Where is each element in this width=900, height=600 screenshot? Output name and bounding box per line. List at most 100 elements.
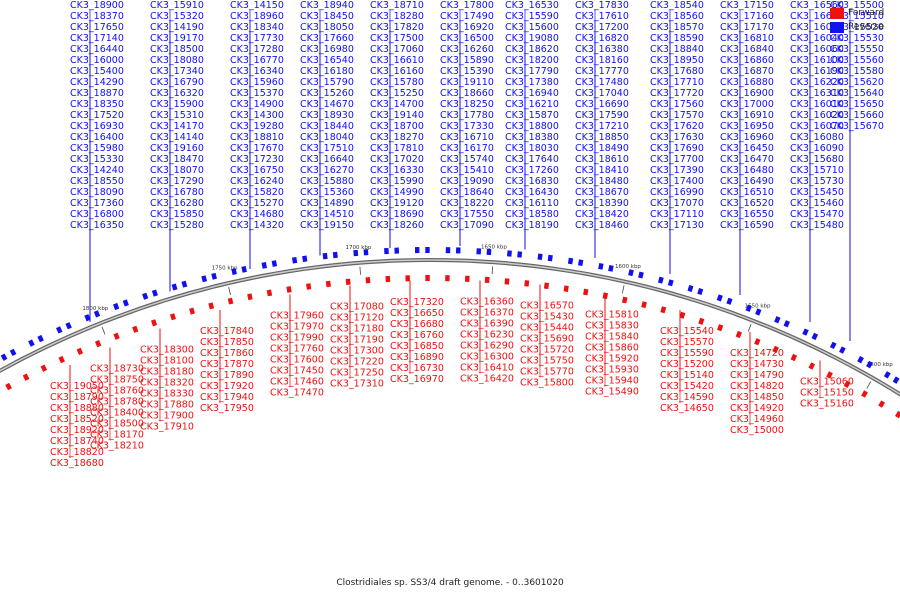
forward-gene-label: CK3_17860 [200,348,254,359]
forward-gene-label: CK3_18920 [50,425,104,436]
forward-gene-glyph [94,340,102,348]
reverse-gene-glyph [302,255,308,263]
reverse-gene-label: CK3_17070 [650,198,704,209]
reverse-gene-label: CK3_17020 [370,154,424,165]
reverse-gene-label: CK3_18380 [505,132,559,143]
forward-gene-glyph [543,282,550,290]
reverse-gene-label: CK3_16000 [70,55,124,66]
forward-gene-glyph [345,278,351,286]
reverse-gene-label: CK3_15870 [505,110,559,121]
reverse-gene-label: CK3_15780 [370,77,424,88]
forward-gene-label: CK3_15430 [520,312,574,323]
reverse-gene-glyph [506,250,512,257]
forward-gene-label: CK3_15160 [800,399,854,410]
reverse-gene-glyph [517,251,523,258]
reverse-gene-label: CK3_16640 [300,154,354,165]
reverse-gene-glyph [142,292,149,300]
reverse-gene-label: CK3_16010 [790,99,844,110]
reverse-gene-glyph [65,322,72,330]
reverse-gene-label: CK3_16030 [790,22,844,33]
reverse-gene-glyph [353,249,359,257]
reverse-gene-label: CK3_17720 [650,88,704,99]
reverse-gene-label: CK3_18580 [505,209,559,220]
reverse-gene-label: CK3_18960 [230,11,284,22]
reverse-gene-label: CK3_17490 [440,11,494,22]
reverse-gene-label: CK3_15710 [790,165,844,176]
reverse-gene-label: CK3_18690 [370,209,424,220]
forward-gene-label: CK3_17900 [140,411,194,422]
reverse-gene-label: CK3_15660 [830,110,884,121]
forward-gene-glyph [808,362,816,370]
reverse-gene-label: CK3_17510 [300,143,354,154]
reverse-gene-label: CK3_18030 [505,143,559,154]
reverse-gene-label: CK3_15620 [830,77,884,88]
reverse-gene-label: CK3_17140 [70,33,124,44]
reverse-gene-label: CK3_14510 [300,209,354,220]
reverse-gene-label: CK3_17520 [70,110,124,121]
forward-gene-label: CK3_15720 [520,345,574,356]
forward-gene-glyph [169,313,176,321]
reverse-gene-label: CK3_17090 [440,220,494,231]
forward-gene-glyph [385,275,391,283]
reverse-gene-label: CK3_17630 [650,132,704,143]
backbone-highlight [0,259,900,396]
reverse-gene-label: CK3_17810 [370,143,424,154]
reverse-gene-glyph [0,353,8,361]
forward-gene-label: CK3_14920 [730,403,784,414]
reverse-gene-label: CK3_17620 [650,121,704,132]
reverse-gene-label: CK3_17150 [720,0,774,11]
reverse-gene-label: CK3_18950 [650,55,704,66]
forward-gene-label: CK3_17910 [140,422,194,433]
forward-gene-label: CK3_15830 [585,321,639,332]
forward-gene-label: CK3_17960 [270,311,324,322]
reverse-gene-label: CK3_18080 [150,55,204,66]
forward-gene-label: CK3_17250 [330,368,384,379]
reverse-gene-label: CK3_15990 [370,176,424,187]
reverse-gene-label: CK3_16950 [720,121,774,132]
forward-gene-label: CK3_19050 [50,381,104,392]
forward-gene-glyph [717,324,724,332]
reverse-gene-label: CK3_18420 [575,209,629,220]
forward-gene-label: CK3_17990 [270,333,324,344]
forward-gene-glyph [843,380,851,388]
reverse-gene-label: CK3_16920 [440,22,494,33]
reverse-gene-label: CK3_15480 [790,220,844,231]
reverse-gene-label: CK3_16330 [370,165,424,176]
forward-gene-label: CK3_16370 [460,308,514,319]
reverse-gene-label: CK3_15550 [830,44,884,55]
reverse-gene-label: CK3_17800 [440,0,494,11]
reverse-gene-label: CK3_16070 [790,121,844,132]
ruler-tick-label: 1550 kbp [745,303,771,309]
reverse-gene-label: CK3_15590 [505,11,559,22]
reverse-gene-glyph [363,249,369,256]
reverse-gene-label: CK3_15960 [230,77,284,88]
reverse-gene-label: CK3_15520 [830,22,884,33]
reverse-gene-label: CK3_17650 [70,22,124,33]
forward-gene-glyph [826,371,833,379]
reverse-gene-glyph [726,297,733,305]
forward-gene-label: CK3_15200 [660,359,714,370]
forward-gene-label: CK3_18500 [90,419,144,430]
reverse-gene-label: CK3_16380 [575,44,629,55]
reverse-gene-label: CK3_17770 [575,66,629,77]
reverse-gene-glyph [84,314,91,322]
reverse-gene-glyph [122,299,129,307]
forward-gene-glyph [583,288,589,296]
reverse-gene-label: CK3_15890 [440,55,494,66]
reverse-gene-label: CK3_16750 [230,165,284,176]
reverse-gene-label: CK3_16110 [505,198,559,209]
reverse-gene-label: CK3_16540 [300,55,354,66]
forward-gene-label: CK3_15940 [585,376,639,387]
reverse-gene-label: CK3_15730 [790,176,844,187]
reverse-gene-label: CK3_17170 [720,22,774,33]
reverse-gene-label: CK3_17730 [230,33,284,44]
forward-gene-label: CK3_17180 [330,324,384,335]
forward-gene-glyph [641,301,647,309]
reverse-gene-label: CK3_15560 [830,55,884,66]
forward-gene-label: CK3_18740 [50,436,104,447]
reverse-gene-glyph [577,259,584,267]
reverse-gene-label: CK3_17700 [650,154,704,165]
forward-gene-label: CK3_16300 [460,352,514,363]
forward-gene-label: CK3_16390 [460,319,514,330]
forward-gene-label: CK3_16680 [390,319,444,330]
